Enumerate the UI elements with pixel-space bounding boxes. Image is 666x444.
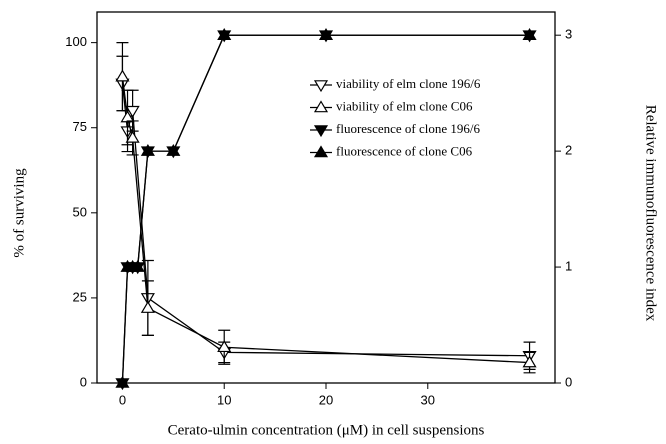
plot-frame (96, 11, 556, 384)
x-tick-label: 0 (119, 392, 126, 407)
marker (217, 340, 232, 353)
x-tick-label: 20 (319, 392, 333, 407)
y2-tick-label: 2 (565, 143, 572, 158)
y-tick-label: 75 (73, 119, 87, 134)
marker (125, 130, 140, 143)
x-axis-label: Cerato-ulmin concentration (μM) in cell … (168, 422, 485, 438)
marker (130, 259, 145, 272)
legend-label: viability of elm clone 196/6 (336, 76, 481, 91)
legend-marker (313, 125, 329, 138)
y-tick-label: 0 (80, 374, 87, 389)
marker (115, 375, 130, 388)
marker (522, 355, 537, 368)
marker (140, 300, 155, 313)
marker (120, 110, 135, 123)
marker (140, 143, 155, 156)
legend-marker (313, 100, 329, 113)
legend-marker (313, 80, 329, 93)
y-tick-label: 25 (73, 289, 87, 304)
marker (522, 28, 537, 40)
legend-label: viability of elm clone C06 (336, 98, 473, 113)
y2-tick-label: 3 (565, 27, 572, 42)
y-tick-label: 50 (73, 204, 87, 219)
y-axis-label: % of surviving (11, 168, 27, 258)
marker (115, 69, 130, 82)
x-tick-label: 30 (421, 392, 435, 407)
y-tick-label: 100 (65, 34, 87, 49)
x-tick-label: 10 (217, 392, 231, 407)
y2-axis-label: Relative immunofluorescence index (643, 105, 659, 322)
marker (217, 28, 232, 40)
marker (318, 28, 334, 40)
y2-tick-label: 0 (565, 374, 572, 389)
legend-marker (313, 145, 329, 158)
marker (125, 105, 140, 118)
legend-label: fluorescence of clone C06 (336, 143, 473, 158)
legend-label: fluorescence of clone 196/6 (336, 121, 481, 136)
y2-tick-label: 1 (565, 259, 572, 274)
series-line (121, 83, 530, 357)
series-line (121, 76, 530, 364)
marker (166, 143, 181, 156)
